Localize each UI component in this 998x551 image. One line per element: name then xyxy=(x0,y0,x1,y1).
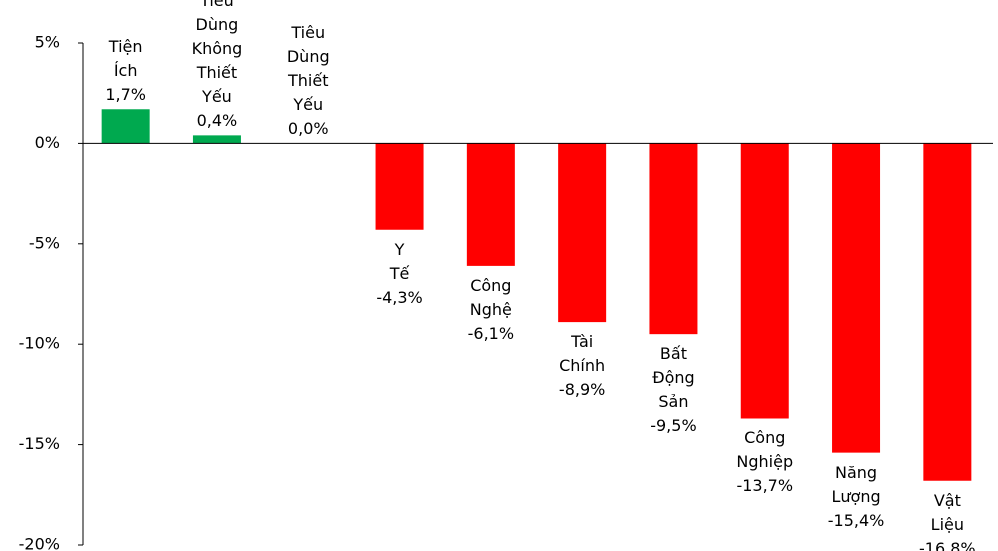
value-label: 0,0% xyxy=(287,119,329,139)
value-label: -13,7% xyxy=(736,476,794,496)
bar-label: Tài Chính -8,9% xyxy=(545,330,619,402)
bar xyxy=(192,135,241,144)
category-label: Công Nghiệp xyxy=(736,428,794,472)
y-tick-label: -20% xyxy=(19,535,60,551)
bar xyxy=(649,143,698,335)
category-label: Y Tế xyxy=(389,239,410,283)
value-label: -6,1% xyxy=(467,323,515,343)
y-tick-label: 0% xyxy=(35,133,60,152)
bar-label: Tiêu Dùng Không Thiết Yếu 0,4% xyxy=(180,0,254,133)
bar xyxy=(466,143,515,266)
bar xyxy=(923,143,972,481)
bar xyxy=(832,143,881,453)
bar-label: Vật Liệu -16,8% xyxy=(910,489,984,551)
bar-label: Tiêu Dùng Thiết Yếu 0,0% xyxy=(271,21,345,141)
value-label: 1,7% xyxy=(105,85,146,105)
bar xyxy=(558,143,607,323)
y-tick-label: 5% xyxy=(35,33,60,52)
bar xyxy=(740,143,789,419)
bar-label: Năng Lượng -15,4% xyxy=(819,461,893,533)
category-label: Bất Động Sản xyxy=(652,344,695,412)
category-label: Tài Chính xyxy=(559,332,606,376)
value-label: -9,5% xyxy=(650,416,697,436)
category-label: Tiêu Dùng Thiết Yếu xyxy=(286,23,330,115)
value-label: -15,4% xyxy=(827,510,885,530)
bar-label: Tiện Ích 1,7% xyxy=(89,35,163,107)
value-label: -8,9% xyxy=(558,380,606,400)
value-label: -4,3% xyxy=(376,287,423,307)
bar xyxy=(101,109,150,144)
category-label: Vật Liệu xyxy=(930,490,965,534)
y-tick-label: -5% xyxy=(29,233,60,252)
bar-label: Công Nghiệp -13,7% xyxy=(728,426,802,498)
category-label: Tiêu Dùng Không Thiết Yếu xyxy=(191,0,243,107)
value-label: 0,4% xyxy=(196,111,238,131)
y-tick-label: -15% xyxy=(19,434,60,453)
category-label: Năng Lượng xyxy=(831,462,881,506)
category-label: Công Nghệ xyxy=(469,275,512,319)
bar xyxy=(375,143,424,230)
y-tick-label: -10% xyxy=(19,334,60,353)
bar-label: Y Tế -4,3% xyxy=(363,238,437,310)
category-label: Tiện Ích xyxy=(108,37,143,81)
value-label: -16,8% xyxy=(919,538,976,551)
bar-label: Bất Động Sản -9,5% xyxy=(636,342,710,438)
bar-label: Công Nghệ -6,1% xyxy=(454,274,528,346)
